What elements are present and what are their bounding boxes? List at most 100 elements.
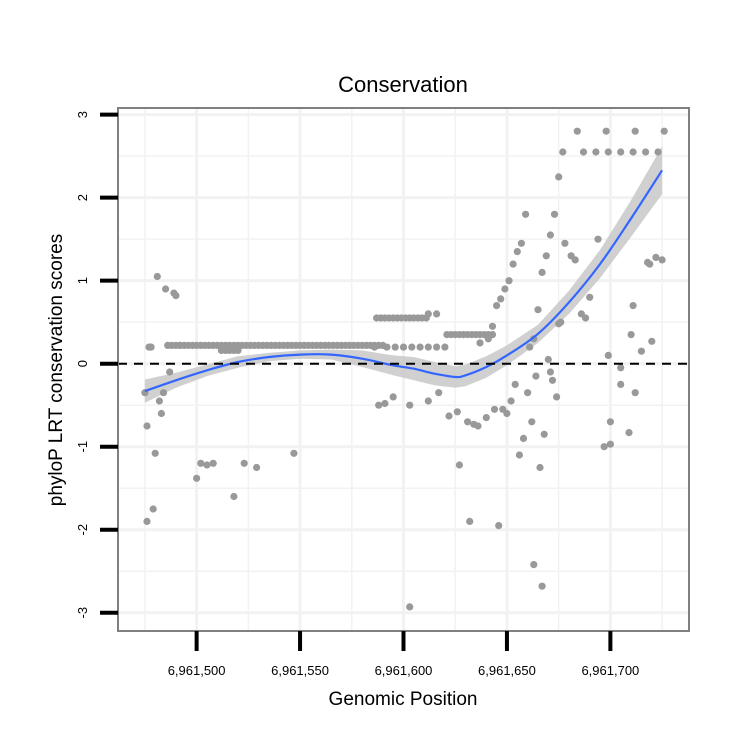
data-point: [550, 210, 559, 218]
data-point: [631, 127, 639, 135]
data-point: [495, 522, 503, 530]
data-point: [162, 285, 170, 293]
data-point: [453, 408, 461, 416]
smooth-line-layer: [144, 169, 664, 393]
smooth-fit-line: [144, 169, 664, 393]
data-point: [522, 210, 530, 218]
x-tick-label: 6,961,500: [168, 663, 226, 678]
data-point: [155, 397, 163, 405]
x-tick-label: 6,961,550: [271, 663, 329, 678]
data-point: [433, 343, 441, 351]
y-tick-label: 3: [75, 111, 90, 118]
y-axis: -3 -2 -1 0 1 2 3: [75, 111, 118, 618]
data-point: [507, 397, 515, 405]
data-point: [540, 430, 548, 438]
data-point: [509, 260, 517, 268]
data-point: [166, 368, 174, 376]
data-point: [383, 343, 391, 351]
data-point: [433, 310, 441, 318]
data-point: [424, 310, 432, 318]
data-point: [488, 322, 497, 330]
x-axis-label: Genomic Position: [329, 689, 478, 710]
data-point: [526, 343, 534, 351]
x-axis: 6,961,500 6,961,550 6,961,600 6,961,650 6,96…: [168, 631, 639, 678]
data-point: [445, 412, 453, 420]
data-point: [193, 474, 201, 482]
data-point: [391, 343, 399, 351]
data-point: [513, 248, 521, 256]
data-point: [501, 285, 509, 293]
data-point: [464, 418, 472, 426]
data-point: [424, 343, 432, 351]
data-point: [389, 393, 397, 401]
data-point: [582, 314, 590, 322]
data-point: [629, 148, 637, 156]
data-point: [406, 603, 414, 611]
data-point: [642, 148, 650, 156]
data-point: [561, 239, 569, 247]
data-point: [482, 414, 490, 422]
data-point: [197, 459, 205, 467]
data-point: [435, 389, 443, 397]
data-point: [497, 295, 505, 303]
data-point: [290, 449, 298, 457]
data-point: [627, 331, 635, 339]
x-tick-label: 6,961,700: [581, 663, 639, 678]
data-point: [606, 418, 615, 426]
y-tick-label: -1: [75, 441, 90, 453]
data-point: [604, 351, 612, 359]
data-point: [159, 389, 168, 397]
data-point: [530, 561, 538, 569]
data-point: [555, 173, 563, 181]
data-point: [209, 459, 217, 467]
data-point: [534, 306, 542, 314]
data-point: [544, 355, 552, 364]
data-point: [536, 463, 544, 472]
data-point: [542, 252, 550, 260]
data-point: [519, 434, 528, 442]
data-point: [637, 347, 646, 355]
data-point: [592, 148, 600, 156]
data-point: [381, 399, 389, 408]
data-point: [528, 418, 536, 426]
data-point: [416, 343, 424, 351]
data-point: [524, 389, 532, 397]
data-point: [573, 127, 581, 135]
data-point: [617, 148, 625, 156]
data-point: [648, 337, 656, 345]
data-point: [517, 239, 526, 247]
data-point: [571, 256, 579, 264]
data-point: [253, 463, 261, 472]
data-point: [203, 461, 211, 469]
data-point: [646, 260, 654, 268]
data-point: [406, 401, 414, 409]
data-point: [586, 293, 594, 301]
data-point: [606, 440, 615, 448]
data-point: [546, 231, 555, 239]
data-point: [559, 148, 567, 156]
data-point: [455, 461, 463, 469]
data-point: [553, 393, 561, 401]
data-point: [484, 335, 492, 343]
data-point: [629, 302, 637, 310]
y-tick-label: 2: [75, 194, 90, 201]
data-point: [476, 339, 484, 347]
data-point: [151, 449, 159, 457]
data-point: [532, 372, 540, 380]
data-point: [466, 517, 474, 526]
data-point: [503, 409, 511, 418]
data-point: [153, 272, 161, 281]
data-point: [594, 235, 602, 243]
data-point: [538, 582, 546, 590]
data-point: [490, 405, 499, 413]
data-point: [602, 127, 610, 135]
y-tick-label: 0: [75, 360, 90, 367]
data-point: [399, 343, 408, 351]
data-point: [660, 127, 668, 135]
data-point: [617, 380, 625, 388]
data-point: [654, 148, 662, 156]
data-point: [652, 253, 660, 261]
data-point: [143, 517, 151, 526]
data-point: [234, 346, 242, 354]
